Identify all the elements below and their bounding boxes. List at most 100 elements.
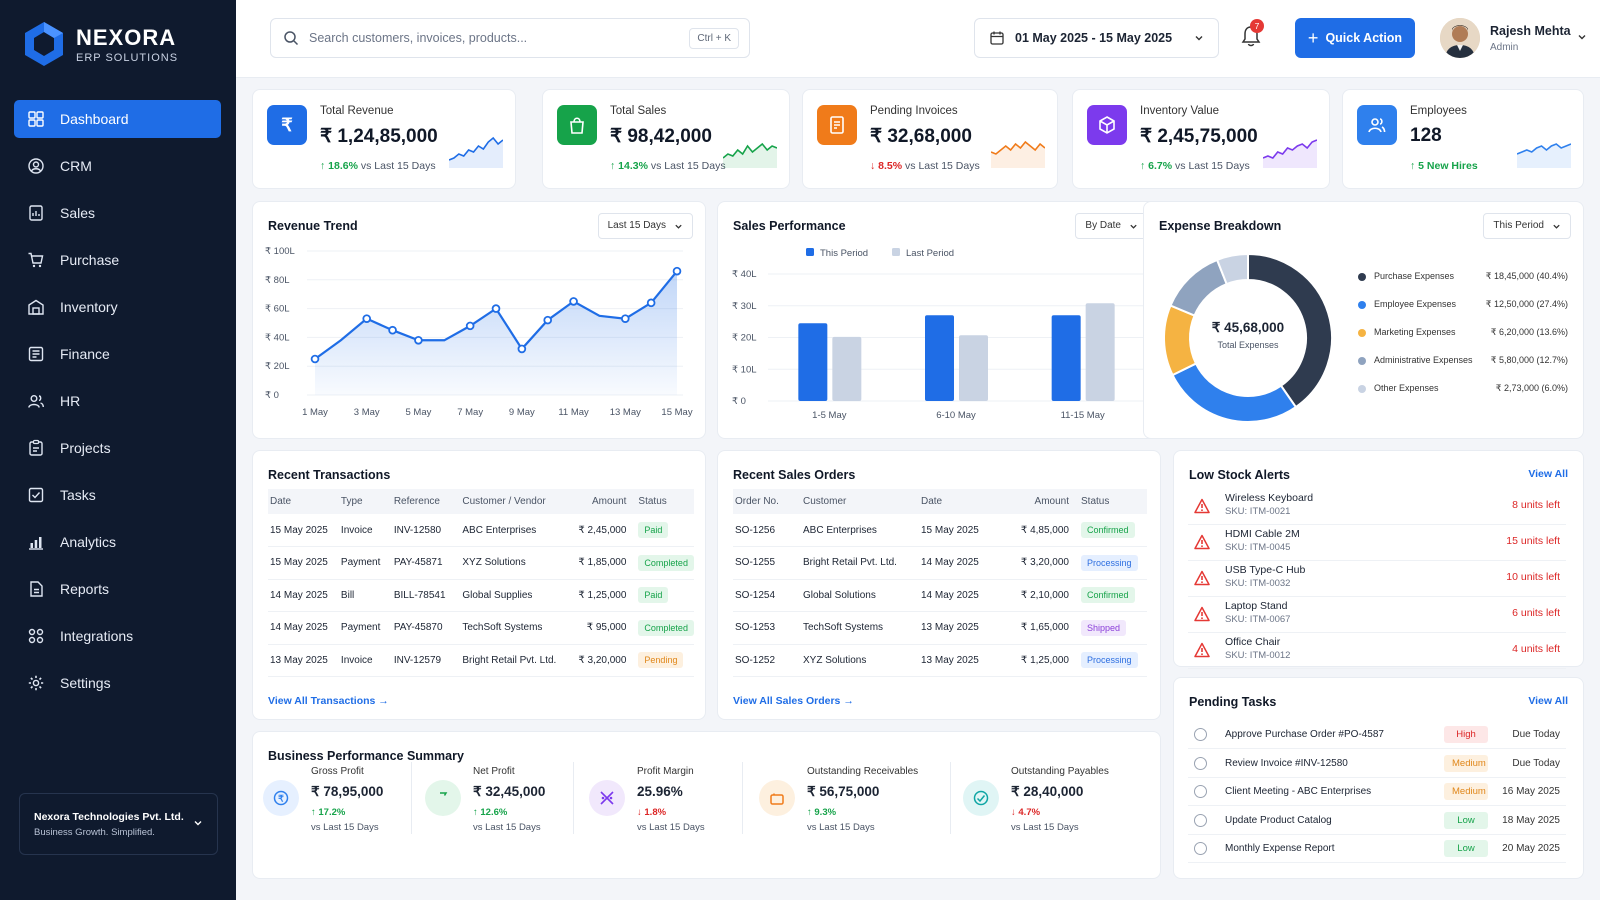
- pending-tasks-title: Pending Tasks: [1189, 695, 1277, 709]
- legend-dot: [1358, 357, 1366, 365]
- low-stock-item[interactable]: USB Type-C Hub SKU: ITM-0032 10 units left: [1188, 561, 1566, 597]
- user-avatar[interactable]: [1440, 18, 1480, 58]
- task-item[interactable]: Monthly Expense Report Low 20 May 2025: [1188, 835, 1566, 863]
- kpi-card-pending-invoices[interactable]: Pending Invoices ₹ 32,68,000 ↓ 8.5% vs Las…: [802, 89, 1058, 189]
- search-box[interactable]: Ctrl + K: [270, 18, 750, 58]
- sidebar-item-dashboard[interactable]: Dashboard: [14, 100, 221, 138]
- table-row[interactable]: 15 May 2025 Invoice INV-12580 ABC Enterpris…: [268, 514, 694, 547]
- bar-this-period[interactable]: [798, 323, 828, 401]
- data-point[interactable]: [388, 325, 397, 335]
- sidebar-item-analytics[interactable]: Analytics: [14, 523, 221, 561]
- task-item[interactable]: Client Meeting - ABC Enterprises Medium 16…: [1188, 778, 1566, 806]
- y-tick-label: ₹ 20L: [265, 361, 290, 372]
- view-all-sales-orders-link[interactable]: View All Sales Orders →: [733, 695, 854, 707]
- kpi-card-inventory-value[interactable]: Inventory Value ₹ 2,45,75,000 ↑ 6.7% vs La…: [1072, 89, 1330, 189]
- sidebar-item-integrations[interactable]: Integrations: [14, 617, 221, 655]
- sidebar-item-label: Integrations: [60, 628, 134, 644]
- quick-action-button[interactable]: + Quick Action: [1295, 18, 1415, 58]
- kpi-card-total-sales[interactable]: Total Sales ₹ 98,42,000 ↑ 14.3% vs Last 15…: [542, 89, 790, 189]
- low-stock-item[interactable]: Wireless Keyboard SKU: ITM-0021 8 units le…: [1188, 489, 1566, 525]
- bar-last-period[interactable]: [959, 335, 988, 401]
- view-all-transactions-link[interactable]: View All Transactions →: [268, 695, 389, 707]
- task-checkbox[interactable]: [1194, 756, 1207, 770]
- sidebar-item-purchase[interactable]: Purchase: [14, 241, 221, 279]
- table-row[interactable]: SO-1254 Global Solutions 14 May 2025 ₹ 2,10…: [733, 579, 1147, 612]
- table-row[interactable]: 14 May 2025 Bill BILL-78541 Global Supplies…: [268, 579, 694, 612]
- data-point[interactable]: [362, 314, 372, 323]
- bar-last-period[interactable]: [832, 336, 862, 401]
- table-cell: Confirmed: [1079, 579, 1147, 612]
- task-checkbox[interactable]: [1194, 842, 1207, 855]
- task-item[interactable]: Approve Purchase Order #PO-4587 High Due T…: [1188, 721, 1566, 749]
- low-stock-item[interactable]: HDMI Cable 2M SKU: ITM-0045 15 units left: [1188, 525, 1566, 561]
- sidebar-item-label: CRM: [60, 158, 92, 174]
- legend-item: Marketing Expenses ₹ 6,20,000 (13.6%): [1358, 326, 1568, 340]
- kpi-card-total-revenue[interactable]: ₹ Total Revenue ₹ 1,24,85,000 ↑ 18.6% vs La…: [252, 89, 516, 189]
- table-row[interactable]: 15 May 2025 Payment PAY-45871 XYZ Solutions…: [268, 546, 694, 580]
- sidebar-item-projects[interactable]: Projects: [14, 429, 221, 467]
- low-stock-view-all-link[interactable]: View All: [1528, 468, 1568, 480]
- kpi-value: ₹ 1,24,85,000: [320, 126, 438, 147]
- task-item[interactable]: Review Invoice #INV-12580 Medium Due Today: [1188, 750, 1566, 778]
- legend-dot: [1358, 273, 1366, 281]
- table-cell: 15 May 2025: [268, 514, 339, 547]
- sidebar-item-settings[interactable]: Settings: [14, 664, 221, 702]
- company-tagline: Business Growth. Simplified.: [34, 827, 155, 838]
- task-checkbox[interactable]: [1194, 728, 1207, 741]
- pending-tasks-view-all-link[interactable]: View All: [1528, 695, 1568, 707]
- task-checkbox[interactable]: [1194, 813, 1207, 827]
- task-checkbox[interactable]: [1194, 785, 1207, 798]
- task-item[interactable]: Update Product Catalog Low 18 May 2025: [1188, 807, 1566, 835]
- table-row[interactable]: SO-1256 ABC Enterprises 15 May 2025 ₹ 4,85,…: [733, 514, 1147, 547]
- table-row[interactable]: SO-1255 Bright Retail Pvt. Ltd. 14 May 202…: [733, 546, 1147, 580]
- table-row[interactable]: SO-1253 TechSoft Systems 13 May 2025 ₹ 1,65…: [733, 611, 1147, 645]
- date-range-picker[interactable]: 01 May 2025 - 15 May 2025: [974, 18, 1219, 58]
- data-point[interactable]: [543, 315, 553, 325]
- bar-this-period[interactable]: [1051, 315, 1081, 401]
- sidebar-item-reports[interactable]: Reports: [14, 570, 221, 608]
- search-input[interactable]: [309, 31, 669, 45]
- company-switcher[interactable]: Nexora Technologies Pvt. Ltd. Business G…: [19, 793, 218, 855]
- sidebar-item-tasks[interactable]: Tasks: [14, 476, 221, 514]
- table-cell: 14 May 2025: [268, 579, 339, 612]
- donut-slice-employee-expenses[interactable]: [1171, 362, 1298, 423]
- cell-text: ₹ 1,85,000: [578, 557, 627, 569]
- data-point[interactable]: [465, 321, 475, 331]
- chevron-down-icon[interactable]: [1577, 32, 1587, 42]
- expense-period-select[interactable]: This Period: [1483, 213, 1571, 239]
- cell-text: ₹ 1,25,000: [1020, 654, 1069, 666]
- sidebar-item-finance[interactable]: Finance: [14, 335, 221, 373]
- kpi-card-employees[interactable]: Employees 128 ↑ 5 New Hires: [1342, 89, 1584, 189]
- table-cell: XYZ Solutions: [801, 644, 919, 677]
- kpi-value: ₹ 2,45,75,000: [1140, 126, 1258, 147]
- table-cell: 13 May 2025: [919, 644, 1009, 677]
- donut-slice-administrative-expenses[interactable]: [1169, 258, 1228, 317]
- low-stock-item[interactable]: Office Chair SKU: ITM-0012 4 units left: [1188, 633, 1566, 669]
- table-row[interactable]: SO-1252 XYZ Solutions 13 May 2025 ₹ 1,25,00…: [733, 644, 1147, 677]
- brand-logo[interactable]: NEXORA ERP SOLUTIONS: [22, 20, 178, 68]
- data-point[interactable]: [491, 304, 501, 313]
- cell-text: XYZ Solutions: [462, 557, 526, 569]
- revenue-period-select[interactable]: Last 15 Days: [597, 213, 693, 239]
- table-cell: ₹ 4,85,000: [1009, 514, 1079, 547]
- data-point[interactable]: [620, 314, 630, 323]
- donut-slice-other-expenses[interactable]: [1215, 252, 1249, 286]
- data-point[interactable]: [672, 266, 682, 276]
- bar-this-period[interactable]: [925, 315, 954, 401]
- data-point[interactable]: [569, 297, 578, 306]
- sidebar-item-sales[interactable]: Sales: [14, 194, 221, 232]
- table-row[interactable]: 14 May 2025 Payment PAY-45870 TechSoft Syst…: [268, 611, 694, 645]
- data-point[interactable]: [310, 354, 320, 364]
- sidebar-item-crm[interactable]: CRM: [14, 147, 221, 185]
- bar-last-period[interactable]: [1085, 303, 1115, 401]
- data-point[interactable]: [646, 298, 656, 308]
- data-point[interactable]: [517, 344, 527, 354]
- low-stock-item[interactable]: Laptop Stand SKU: ITM-0067 6 units left: [1188, 597, 1566, 633]
- table-cell: TechSoft Systems: [801, 611, 919, 645]
- data-point[interactable]: [414, 335, 423, 345]
- legend-label: This Period: [820, 248, 868, 259]
- sidebar-item-inventory[interactable]: Inventory: [14, 288, 221, 326]
- table-row[interactable]: 13 May 2025 Invoice INV-12579 Bright Retail…: [268, 644, 694, 677]
- sidebar-item-hr[interactable]: HR: [14, 382, 221, 420]
- product-sku: SKU: ITM-0032: [1225, 578, 1291, 589]
